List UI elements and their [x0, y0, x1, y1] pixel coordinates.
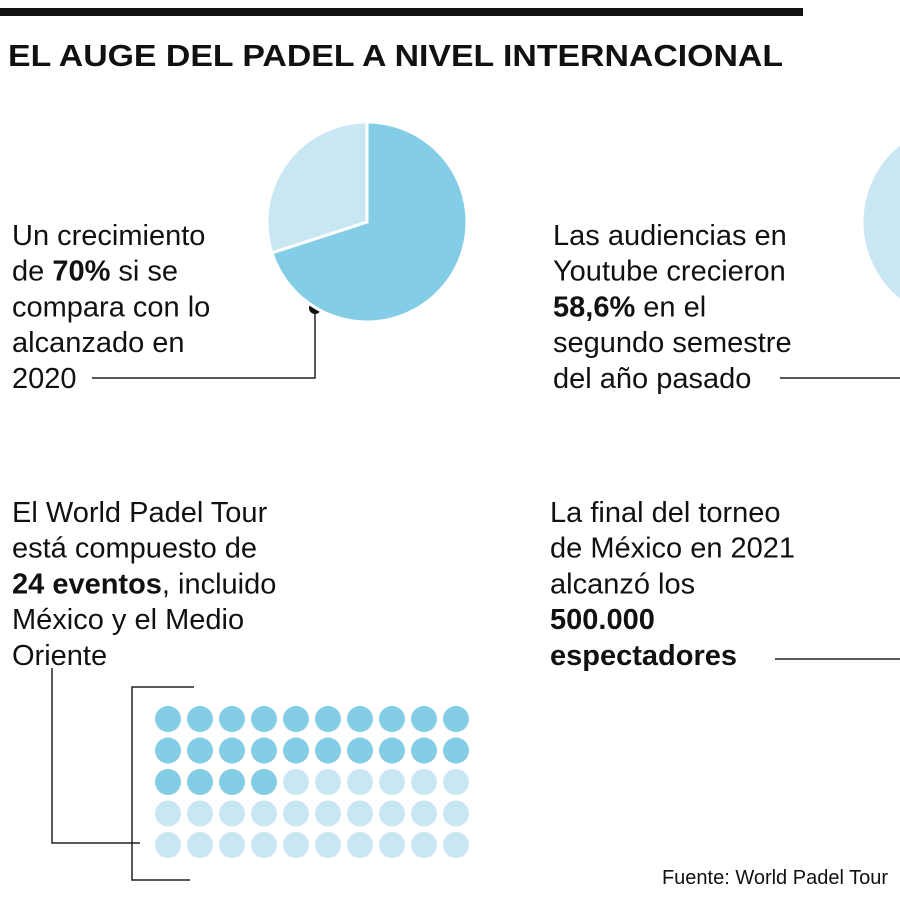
waffle-dot-filled: [219, 737, 245, 764]
source: Fuente: World Padel Tour: [662, 867, 888, 889]
waffle-dot: [315, 800, 341, 827]
text-segment: , incluido: [162, 568, 276, 600]
waffle-dot-filled: [251, 769, 277, 795]
waffle-dot: [283, 800, 309, 827]
text-segment: Youtube crecieron: [553, 256, 786, 288]
waffle-dot: [347, 800, 373, 827]
bracket: [131, 686, 194, 881]
waffle-dot-filled: [379, 706, 405, 732]
text-segment: segundo semestre: [553, 327, 792, 359]
waffle-dot: [283, 769, 309, 795]
text-segment: compara con lo: [12, 291, 210, 323]
top-bar: [0, 8, 803, 16]
text-segment: en el: [635, 291, 706, 323]
text-segment: El World Padel Tour: [12, 497, 268, 529]
waffle-dot: [251, 800, 277, 827]
text-segment: 58,6%: [553, 291, 635, 323]
text-segment: de: [12, 256, 52, 288]
waffle-dot-filled: [187, 737, 213, 764]
waffle-dot: [251, 832, 277, 858]
waffle-dot-filled: [411, 737, 437, 764]
waffle-dot: [347, 769, 373, 795]
waffle-dot: [443, 800, 469, 827]
text-segment: espectadores: [550, 640, 737, 672]
waffle-dot-filled: [155, 706, 181, 732]
text-segment: La final del torneo: [550, 497, 781, 529]
text-segment: si se: [110, 256, 178, 288]
panel-text: La final del torneo de México en 2021 alca…: [550, 497, 795, 672]
waffle-dot: [411, 800, 437, 827]
panel-text: Un crecimiento de 70% si se compara con lo…: [12, 220, 210, 395]
panel-text: Las audiencias en Youtube crecieron 58,6% …: [553, 220, 792, 395]
waffle-dot: [283, 832, 309, 858]
waffle-dot-filled: [187, 769, 213, 795]
waffle-dot: [443, 832, 469, 858]
waffle-dot: [347, 832, 373, 858]
waffle-dot: [411, 832, 437, 858]
text-segment: alcanzó los: [550, 568, 695, 600]
waffle-dot-filled: [219, 706, 245, 732]
waffle-dot: [315, 769, 341, 795]
waffle-dot: [187, 800, 213, 827]
pie-slice: [270, 120, 469, 324]
text-segment: Las audiencias en: [553, 220, 787, 252]
waffle-dot-filled: [251, 706, 277, 732]
connector: [92, 308, 316, 379]
waffle-dot: [379, 832, 405, 858]
waffle-dot-filled: [315, 737, 341, 764]
title: EL AUGE DEL PADEL A NIVEL INTERNACIONAL: [8, 38, 783, 73]
text-segment: 24 eventos: [12, 568, 162, 600]
text-segment: 70%: [52, 256, 110, 288]
text-segment: alcanzado en: [12, 327, 185, 359]
waffle-dot: [219, 800, 245, 827]
waffle-dot: [155, 800, 181, 827]
waffle-dot-filled: [347, 737, 373, 764]
pie-rest: [860, 141, 900, 303]
waffle-dot-filled: [283, 737, 309, 764]
bracket: [51, 668, 140, 844]
text-segment: Oriente: [12, 640, 107, 672]
text-segment: 500.000: [550, 604, 655, 636]
waffle-dot: [379, 769, 405, 795]
text-segment: de México en 2021: [550, 533, 795, 565]
waffle-dot-filled: [219, 769, 245, 795]
waffle-dot-filled: [155, 769, 181, 795]
panel-text: El World Padel Tour está compuesto de 24 e…: [12, 497, 276, 672]
text-segment: está compuesto de: [12, 533, 257, 565]
pie-rest: [265, 120, 369, 255]
waffle-dot-filled: [155, 737, 181, 764]
waffle-dot: [155, 832, 181, 858]
waffle-dot: [379, 800, 405, 827]
text-segment: México y el Medio: [12, 604, 244, 636]
text-segment: Un crecimiento: [12, 220, 205, 252]
waffle-dot-filled: [443, 706, 469, 732]
text-segment: del año pasado: [553, 363, 751, 395]
waffle-dot: [411, 769, 437, 795]
waffle-dot-filled: [379, 737, 405, 764]
text-segment: 2020: [12, 363, 77, 395]
waffle-dot-filled: [315, 706, 341, 732]
waffle-dot-filled: [187, 706, 213, 732]
waffle-dot-filled: [411, 706, 437, 732]
waffle-dot-filled: [283, 706, 309, 732]
waffle-dot-filled: [443, 737, 469, 764]
waffle-dot: [187, 832, 213, 858]
waffle-dot: [219, 832, 245, 858]
waffle-dot: [315, 832, 341, 858]
waffle-dot-filled: [251, 737, 277, 764]
waffle-dot-filled: [347, 706, 373, 732]
waffle-dot: [443, 769, 469, 795]
